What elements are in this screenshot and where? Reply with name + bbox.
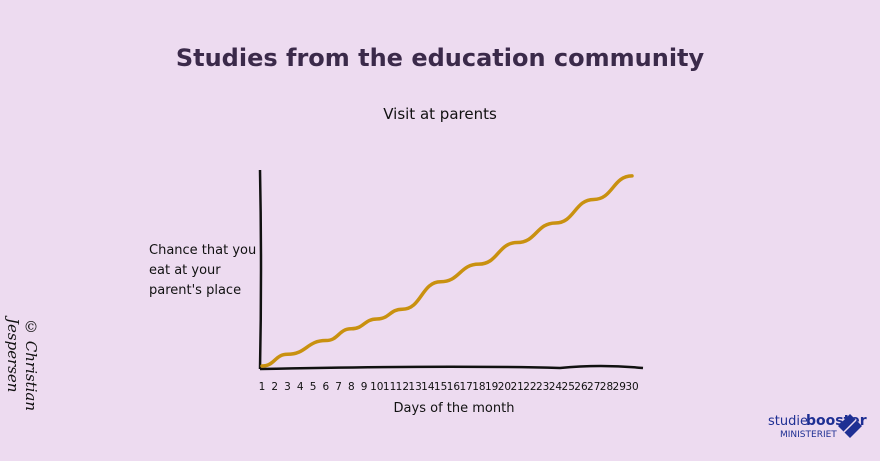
x-tick-label: 28 <box>600 381 613 393</box>
y-axis-label: Chance that you <box>149 243 256 258</box>
chart-title: Visit at parents <box>383 105 497 123</box>
x-tick-label: 12 <box>396 381 409 393</box>
x-tick-label: 21 <box>510 381 523 393</box>
x-axis-label: Days of the month <box>394 401 515 416</box>
x-tick-label: 18 <box>472 381 485 393</box>
x-tick-label: 26 <box>574 381 588 393</box>
x-tick-label: 30 <box>625 381 638 393</box>
x-tick-label: 15 <box>434 381 447 393</box>
x-tick-label: 25 <box>562 381 575 393</box>
x-tick-label: 24 <box>549 381 563 393</box>
x-tick-label: 4 <box>297 381 304 393</box>
x-tick-label: 6 <box>322 381 329 393</box>
x-tick-label: 22 <box>523 381 536 393</box>
x-tick-label: 8 <box>348 381 355 393</box>
y-axis-label: parent's place <box>149 283 241 298</box>
x-tick-label: 10 <box>370 381 383 393</box>
x-tick-label: 13 <box>408 381 421 393</box>
x-tick-label: 5 <box>310 381 317 393</box>
studiebooster-logo: studie booster MINISTERIET <box>768 413 868 448</box>
x-tick-label: 16 <box>447 381 461 393</box>
diamond-logo-icon <box>838 414 862 438</box>
x-tick-label: 19 <box>485 381 498 393</box>
y-axis-label: eat at your <box>149 263 221 278</box>
x-tick-label: 17 <box>459 381 472 393</box>
x-tick-label: 29 <box>613 381 626 393</box>
x-tick-label: 27 <box>587 381 600 393</box>
y-axis <box>258 169 263 370</box>
logo-text-studie: studie <box>768 414 808 429</box>
x-tick-label: 23 <box>536 381 549 393</box>
logo-text-ministeriet: MINISTERIET <box>780 430 837 440</box>
copyright-credit: © Christian Jespersen <box>4 318 40 411</box>
x-tick-label: 7 <box>335 381 342 393</box>
data-line <box>260 174 634 368</box>
x-tick-label: 1 <box>259 381 266 393</box>
x-tick-label: 20 <box>498 381 511 393</box>
x-tick-label: 14 <box>421 381 435 393</box>
x-tick-label: 9 <box>361 381 368 393</box>
x-tick-label: 11 <box>383 381 396 393</box>
page-title: Studies from the education community <box>175 44 705 72</box>
x-axis <box>259 364 644 371</box>
x-tick-label: 3 <box>284 381 291 393</box>
x-tick-label: 2 <box>271 381 278 393</box>
